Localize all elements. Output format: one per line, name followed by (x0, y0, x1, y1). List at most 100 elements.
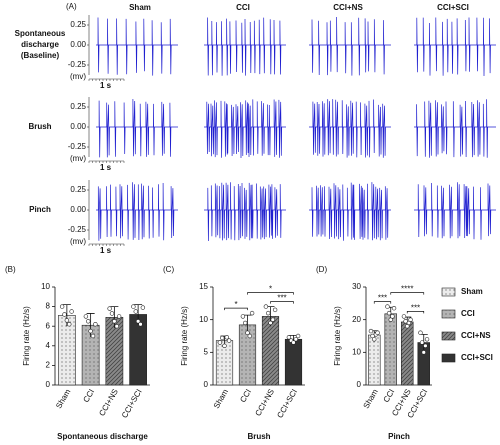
y-axis-label: Firing rate (Hz/s) (22, 306, 31, 366)
legend-label: CCI+SCI (461, 353, 493, 362)
trace-tick-label: 0.00 (70, 122, 86, 131)
x-tick-label: CCI+SCI (120, 388, 144, 420)
data-point (93, 322, 98, 327)
y-tick-label: 8 (46, 302, 51, 311)
data-point (222, 343, 227, 348)
x-tick-label: CCI (81, 388, 96, 404)
data-point (401, 314, 407, 319)
data-point (291, 340, 296, 345)
data-point (112, 319, 117, 324)
data-point (272, 307, 278, 313)
data-point (107, 306, 112, 311)
data-point (368, 328, 374, 334)
trace-tick-label: 0.25 (70, 185, 86, 194)
data-point (295, 333, 301, 339)
x-tick-label: Sham (362, 387, 380, 410)
data-point (67, 322, 72, 327)
x-tick-label: CCI (382, 388, 397, 404)
row-label: Pinch (29, 205, 51, 214)
trace (309, 182, 391, 241)
data-point (408, 317, 413, 322)
data-point (375, 330, 380, 335)
data-point (59, 304, 65, 309)
data-point (247, 333, 253, 339)
legend-swatch (441, 309, 456, 319)
error-bar (110, 306, 119, 329)
panel-label: (A) (66, 2, 77, 11)
significance-bracket (406, 311, 425, 314)
column-header: CCI+NS (333, 3, 363, 12)
significance-label: **** (401, 285, 413, 294)
y-tick-label: 2 (46, 361, 51, 370)
data-point (90, 333, 96, 339)
significance-bracket (247, 292, 294, 295)
trace (204, 99, 286, 159)
data-point (390, 314, 395, 319)
y-tick-label: 10 (199, 315, 208, 324)
data-point (424, 337, 430, 342)
data-point (418, 330, 423, 335)
significance-label: *** (411, 304, 420, 313)
scale-label: 1 s (100, 81, 112, 90)
trace-tick-label: -0.25 (68, 142, 87, 151)
trace-tick-label: 0.25 (70, 102, 86, 111)
y-tick-label: 5 (204, 347, 209, 356)
significance-bracket (224, 307, 248, 311)
trace (309, 99, 391, 158)
data-point (138, 322, 143, 327)
y-tick-label: 4 (46, 341, 51, 350)
x-tick-label: CCI+NS (97, 388, 120, 418)
x-axis-label: Spontaneous discharge (57, 432, 148, 441)
data-point (386, 310, 392, 316)
data-point (114, 324, 119, 329)
data-point (286, 335, 292, 340)
trace-tick-label: -0.25 (68, 60, 87, 69)
trace (96, 98, 178, 158)
error-bar (62, 304, 71, 327)
data-point (140, 305, 146, 310)
legend-swatch (441, 353, 456, 363)
x-tick-label: Sham (212, 387, 230, 410)
bar (261, 316, 280, 386)
column-header: Sham (129, 3, 151, 12)
data-point (423, 343, 428, 348)
data-point (419, 340, 425, 345)
bar (129, 314, 147, 386)
data-point (391, 306, 397, 311)
y-tick-label: 0 (46, 380, 51, 389)
x-axis-label: Pinch (388, 432, 410, 441)
x-tick-label: CCI (238, 388, 253, 404)
significance-bracket (373, 301, 392, 304)
significance-label: *** (277, 294, 286, 303)
x-tick-label: CCI+NS (253, 388, 276, 418)
data-point (266, 310, 271, 316)
bar (368, 334, 381, 386)
data-point (131, 304, 136, 309)
data-point (421, 350, 426, 355)
data-point (249, 310, 255, 316)
trace-unit: (mv) (70, 237, 86, 246)
column-header: CCI (236, 3, 250, 12)
trace-unit: (mv) (70, 72, 86, 81)
trace (204, 17, 286, 76)
y-tick-label: 6 (46, 321, 51, 330)
y-tick-label: 0 (204, 380, 209, 389)
scale-label: 1 s (100, 163, 112, 172)
trace-tick-label: 0.25 (70, 20, 86, 29)
data-point (224, 335, 230, 340)
significance-bracket (390, 292, 425, 295)
data-point (270, 317, 275, 322)
data-point (109, 311, 115, 316)
y-tick-label: 0 (357, 380, 362, 389)
trace (204, 182, 286, 242)
bar (401, 321, 414, 386)
data-point (116, 314, 122, 319)
trace-tick-label: -0.25 (68, 225, 87, 234)
data-point (133, 309, 138, 314)
row-label: (Baseline) (21, 51, 60, 60)
data-point (69, 309, 74, 314)
trace (414, 182, 496, 240)
data-point (135, 319, 141, 324)
trace-unit: (mv) (70, 154, 86, 163)
